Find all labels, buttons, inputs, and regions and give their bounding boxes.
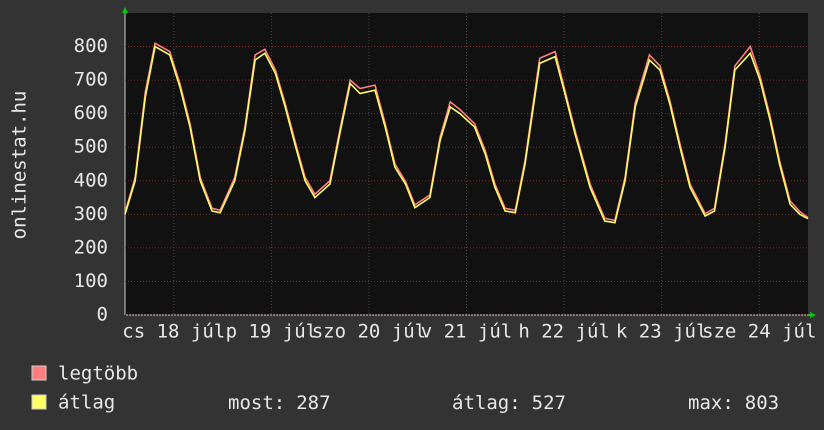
series-line: [124, 45, 809, 224]
y-tick-label: 100: [74, 270, 108, 292]
stat: max: 803: [688, 392, 779, 414]
y-tick-label: 600: [74, 102, 108, 124]
x-tick-label: p 19 júl: [226, 321, 318, 343]
legend-swatch: [31, 365, 47, 381]
y-tick-label: 800: [74, 35, 108, 57]
stat-label: max:: [688, 392, 734, 414]
x-tick-label: cs 18 júl: [122, 321, 225, 343]
stat-value: 527: [532, 392, 566, 414]
stat: átlag: 527: [452, 392, 566, 414]
y-axis-label: onlinestat.hu: [9, 91, 31, 240]
x-tick-label: h 22 júl: [518, 321, 610, 343]
stat-label: átlag:: [452, 392, 521, 414]
stat-label: most:: [228, 392, 285, 414]
stat: most: 287: [228, 392, 331, 414]
legend-label: átlag: [58, 392, 115, 414]
y-tick-label: 400: [74, 169, 108, 191]
x-tick-label: k 23 júl: [616, 321, 708, 343]
stat-value: 287: [296, 392, 330, 414]
legend: legtöbb átlag most: 287 átlag: 527 max: 803: [31, 363, 779, 414]
y-tick-label: 0: [97, 304, 108, 326]
plot: [124, 13, 809, 316]
y-tick-label: 300: [74, 203, 108, 225]
axis-arrow: [122, 7, 128, 13]
x-tick-label: szo 20 júl: [312, 321, 426, 343]
stat-value: 803: [745, 392, 779, 414]
axis-arrow: [810, 312, 816, 318]
x-tick-label: sze 24 júl: [702, 321, 816, 343]
y-tick-label: 200: [74, 236, 108, 258]
legend-label: legtöbb: [58, 363, 138, 385]
x-tick-label: v 21 júl: [421, 321, 513, 343]
legend-swatch: [31, 394, 47, 410]
y-tick-label: 700: [74, 69, 108, 91]
y-tick-label: 500: [74, 136, 108, 158]
